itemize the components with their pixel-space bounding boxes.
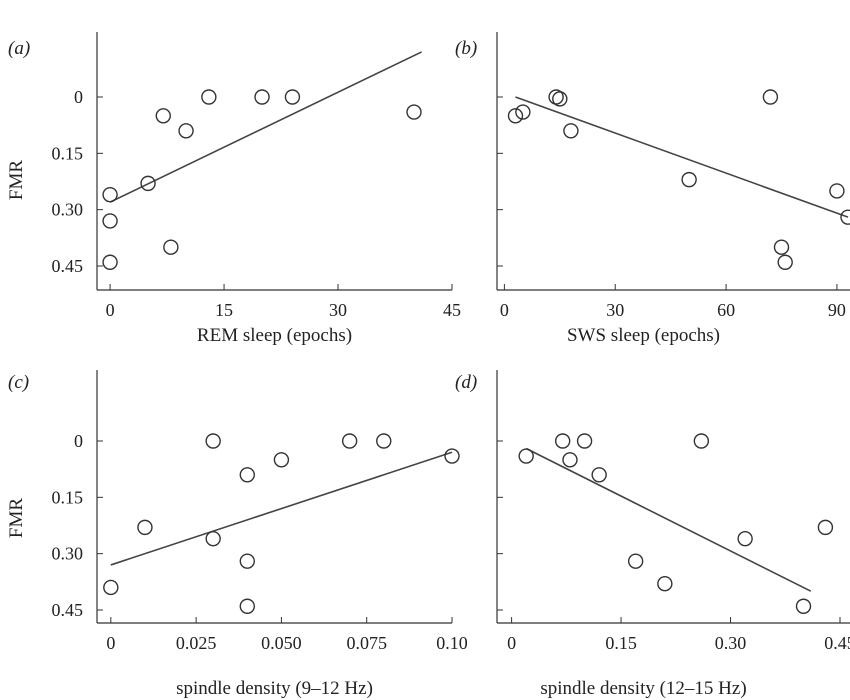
x-tick-label: 0.15 <box>605 633 637 653</box>
data-point <box>205 433 221 449</box>
regression-line <box>515 96 849 218</box>
y-axis-label: FMR <box>6 498 27 538</box>
x-axis-label: spindle density (12–15 Hz) <box>540 678 746 699</box>
regression-line <box>525 447 812 592</box>
x-tick-label: 30 <box>329 300 347 320</box>
x-tick-label: 30 <box>606 300 624 320</box>
data-point <box>273 452 290 468</box>
x-tick-label: 0.075 <box>346 633 387 653</box>
data-point <box>773 239 790 255</box>
data-point <box>406 104 422 120</box>
data-point <box>254 89 270 105</box>
y-tick-label: 0.15 <box>52 487 84 507</box>
data-point <box>840 209 850 225</box>
data-point <box>102 254 118 270</box>
y-tick-label: 0.45 <box>52 256 84 276</box>
data-point <box>762 89 779 105</box>
panel-label: (b) <box>455 38 477 59</box>
data-point <box>163 239 179 255</box>
data-point <box>239 467 255 483</box>
x-tick-label: 0.45 <box>824 633 850 653</box>
x-tick-label: 0.30 <box>715 633 747 653</box>
data-point <box>178 123 194 139</box>
panel-b: (b) 0 30 60 90 SWS sleep (epochs) <box>455 32 850 346</box>
panel-c: (c) 0 0.15 0.30 0.45 0 0.025 0.050 0.075 0.10 spin… <box>6 370 468 699</box>
data-point <box>576 433 593 449</box>
y-axis-label: FMR <box>6 160 27 200</box>
data-point <box>777 254 793 270</box>
y-tick-label: 0 <box>74 431 83 451</box>
x-tick-label: 0.10 <box>436 633 468 653</box>
data-point <box>552 91 568 107</box>
data-point <box>591 467 607 483</box>
data-point <box>137 519 153 536</box>
data-point <box>627 553 644 569</box>
y-tick-label: 0 <box>74 87 83 107</box>
x-axis-label: spindle density (9–12 Hz) <box>176 678 373 699</box>
x-axis-label: SWS sleep (epochs) <box>567 325 720 346</box>
data-point <box>239 553 255 569</box>
panel-a: (a) 0 0.15 0.30 0.45 0 15 30 45 REM sleep (epochs… <box>6 32 461 346</box>
panel-label: (a) <box>8 38 30 59</box>
data-point <box>554 433 571 449</box>
data-point <box>563 123 579 139</box>
data-point <box>155 108 171 124</box>
data-point <box>341 433 358 449</box>
data-point <box>284 89 301 105</box>
regression-line <box>110 451 453 566</box>
data-point <box>239 598 255 614</box>
data-point <box>376 433 392 449</box>
data-point <box>681 171 697 188</box>
x-tick-label: 0 <box>500 300 509 320</box>
panel-label: (c) <box>8 372 29 393</box>
x-tick-label: 0 <box>106 300 115 320</box>
data-point <box>829 183 845 199</box>
data-point <box>103 579 119 596</box>
data-point <box>515 104 531 120</box>
y-tick-label: 0.30 <box>52 200 84 220</box>
regression-line <box>109 51 422 203</box>
data-point <box>795 598 812 614</box>
y-tick-label: 0.30 <box>52 544 84 564</box>
data-point <box>140 175 156 192</box>
x-tick-label: 90 <box>828 300 846 320</box>
panel-d: (d) 0 0.15 0.30 0.45 spindle density (12–15 H… <box>455 370 850 699</box>
data-point <box>444 448 460 464</box>
data-point <box>817 519 834 536</box>
x-axis-label: REM sleep (epochs) <box>197 325 352 346</box>
x-tick-label: 60 <box>717 300 735 320</box>
data-point <box>518 448 534 464</box>
data-point <box>102 213 118 229</box>
data-point <box>205 530 221 547</box>
panel-label: (d) <box>455 372 477 393</box>
x-tick-label: 45 <box>443 300 461 320</box>
data-point <box>737 530 753 547</box>
data-point <box>201 89 217 105</box>
data-point <box>102 186 118 203</box>
y-tick-label: 0.15 <box>52 143 84 163</box>
data-point <box>693 433 710 449</box>
x-tick-label: 15 <box>215 300 233 320</box>
data-point <box>507 108 524 124</box>
data-point <box>657 576 673 592</box>
x-tick-label: 0.025 <box>176 633 217 653</box>
x-tick-label: 0 <box>106 633 115 653</box>
x-tick-label: 0.050 <box>261 633 302 653</box>
y-tick-label: 0.45 <box>52 600 84 620</box>
x-tick-label: 0 <box>507 633 516 653</box>
data-point <box>562 452 578 468</box>
